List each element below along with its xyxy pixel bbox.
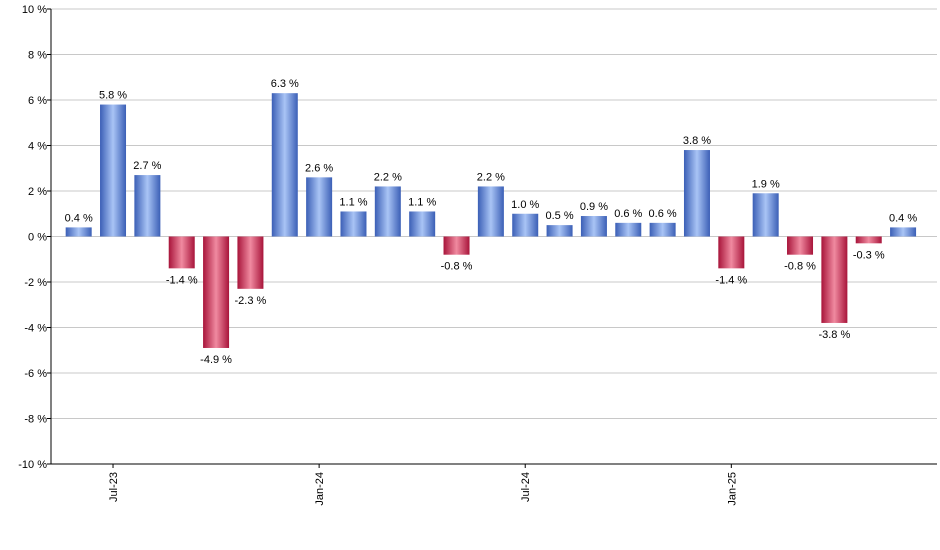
- y-tick-label: -6 %: [24, 368, 47, 380]
- bar: [890, 227, 917, 237]
- bar: [580, 216, 607, 237]
- bar: [237, 236, 264, 289]
- bar: [615, 222, 642, 237]
- y-tick-label: -8 %: [24, 414, 47, 426]
- data-label: -0.8 %: [441, 261, 473, 273]
- x-tick-label: Jul-23: [108, 472, 120, 502]
- data-label: -0.3 %: [853, 249, 885, 261]
- data-label: -1.4 %: [715, 274, 747, 286]
- data-label: 6.3 %: [271, 78, 299, 90]
- y-tick-label: 10 %: [22, 4, 47, 16]
- data-label: 1.1 %: [408, 196, 436, 208]
- y-tick-label: -2 %: [24, 277, 47, 289]
- bar: [649, 222, 676, 237]
- bar: [512, 213, 539, 237]
- data-label: 0.4 %: [65, 212, 93, 224]
- data-label: 2.6 %: [305, 162, 333, 174]
- axes: [50, 9, 937, 465]
- bar: [340, 211, 367, 237]
- bar: [683, 150, 710, 237]
- data-label: 0.9 %: [580, 201, 608, 213]
- x-axis-tick-labels: Jul-23 Jan-24 Jul-24 Jan-25: [108, 464, 738, 506]
- data-labels: 0.4 % 5.8 % 2.7 % -1.4 % -4.9 % -2.3 % 6.3 % 2.…: [65, 78, 918, 366]
- data-label: -3.8 %: [818, 329, 850, 341]
- y-tick-label: 8 %: [28, 50, 47, 62]
- y-tick-label: -4 %: [24, 323, 47, 335]
- bar: [752, 193, 779, 237]
- x-tick-label: Jan-25: [726, 472, 738, 506]
- data-label: 5.8 %: [99, 90, 127, 102]
- data-label: -2.3 %: [235, 295, 267, 307]
- y-tick-label: -10 %: [18, 459, 47, 471]
- bar: [855, 236, 882, 244]
- data-label: 1.0 %: [511, 199, 539, 211]
- x-tick-label: Jan-24: [314, 472, 326, 506]
- bar: [100, 104, 127, 237]
- data-label: 2.7 %: [133, 160, 161, 172]
- bar: [203, 236, 230, 348]
- bars: [65, 93, 917, 348]
- data-label: 0.6 %: [614, 208, 642, 220]
- data-label: -0.8 %: [784, 261, 816, 273]
- y-axis-tick-labels: 10 % 8 % 6 % 4 % 2 % 0 % -2 % -4 % -6 % -8 % -10 %: [18, 4, 51, 471]
- bar: [546, 225, 573, 237]
- bar: [718, 236, 745, 269]
- data-label: 0.6 %: [649, 208, 677, 220]
- data-label: 0.5 %: [546, 210, 574, 222]
- data-label: 3.8 %: [683, 135, 711, 147]
- bar: [443, 236, 470, 255]
- data-label: 2.2 %: [374, 171, 402, 183]
- data-label: 0.4 %: [889, 212, 917, 224]
- bar: [306, 177, 333, 237]
- data-label: -4.9 %: [200, 354, 232, 366]
- data-label: 1.9 %: [752, 178, 780, 190]
- data-label: 2.2 %: [477, 171, 505, 183]
- bar: [134, 175, 161, 237]
- data-label: 1.1 %: [339, 196, 367, 208]
- data-label: -1.4 %: [166, 274, 198, 286]
- bar: [409, 211, 436, 237]
- y-tick-label: 0 %: [28, 232, 47, 244]
- bar: [821, 236, 848, 323]
- y-tick-label: 4 %: [28, 141, 47, 153]
- x-tick-label: Jul-24: [520, 472, 532, 502]
- y-tick-label: 6 %: [28, 95, 47, 107]
- y-tick-label: 2 %: [28, 186, 47, 198]
- bar: [65, 227, 92, 237]
- bar: [374, 186, 401, 237]
- bar: [477, 186, 504, 237]
- bar: [271, 93, 298, 237]
- bar: [787, 236, 814, 255]
- bar: [168, 236, 195, 269]
